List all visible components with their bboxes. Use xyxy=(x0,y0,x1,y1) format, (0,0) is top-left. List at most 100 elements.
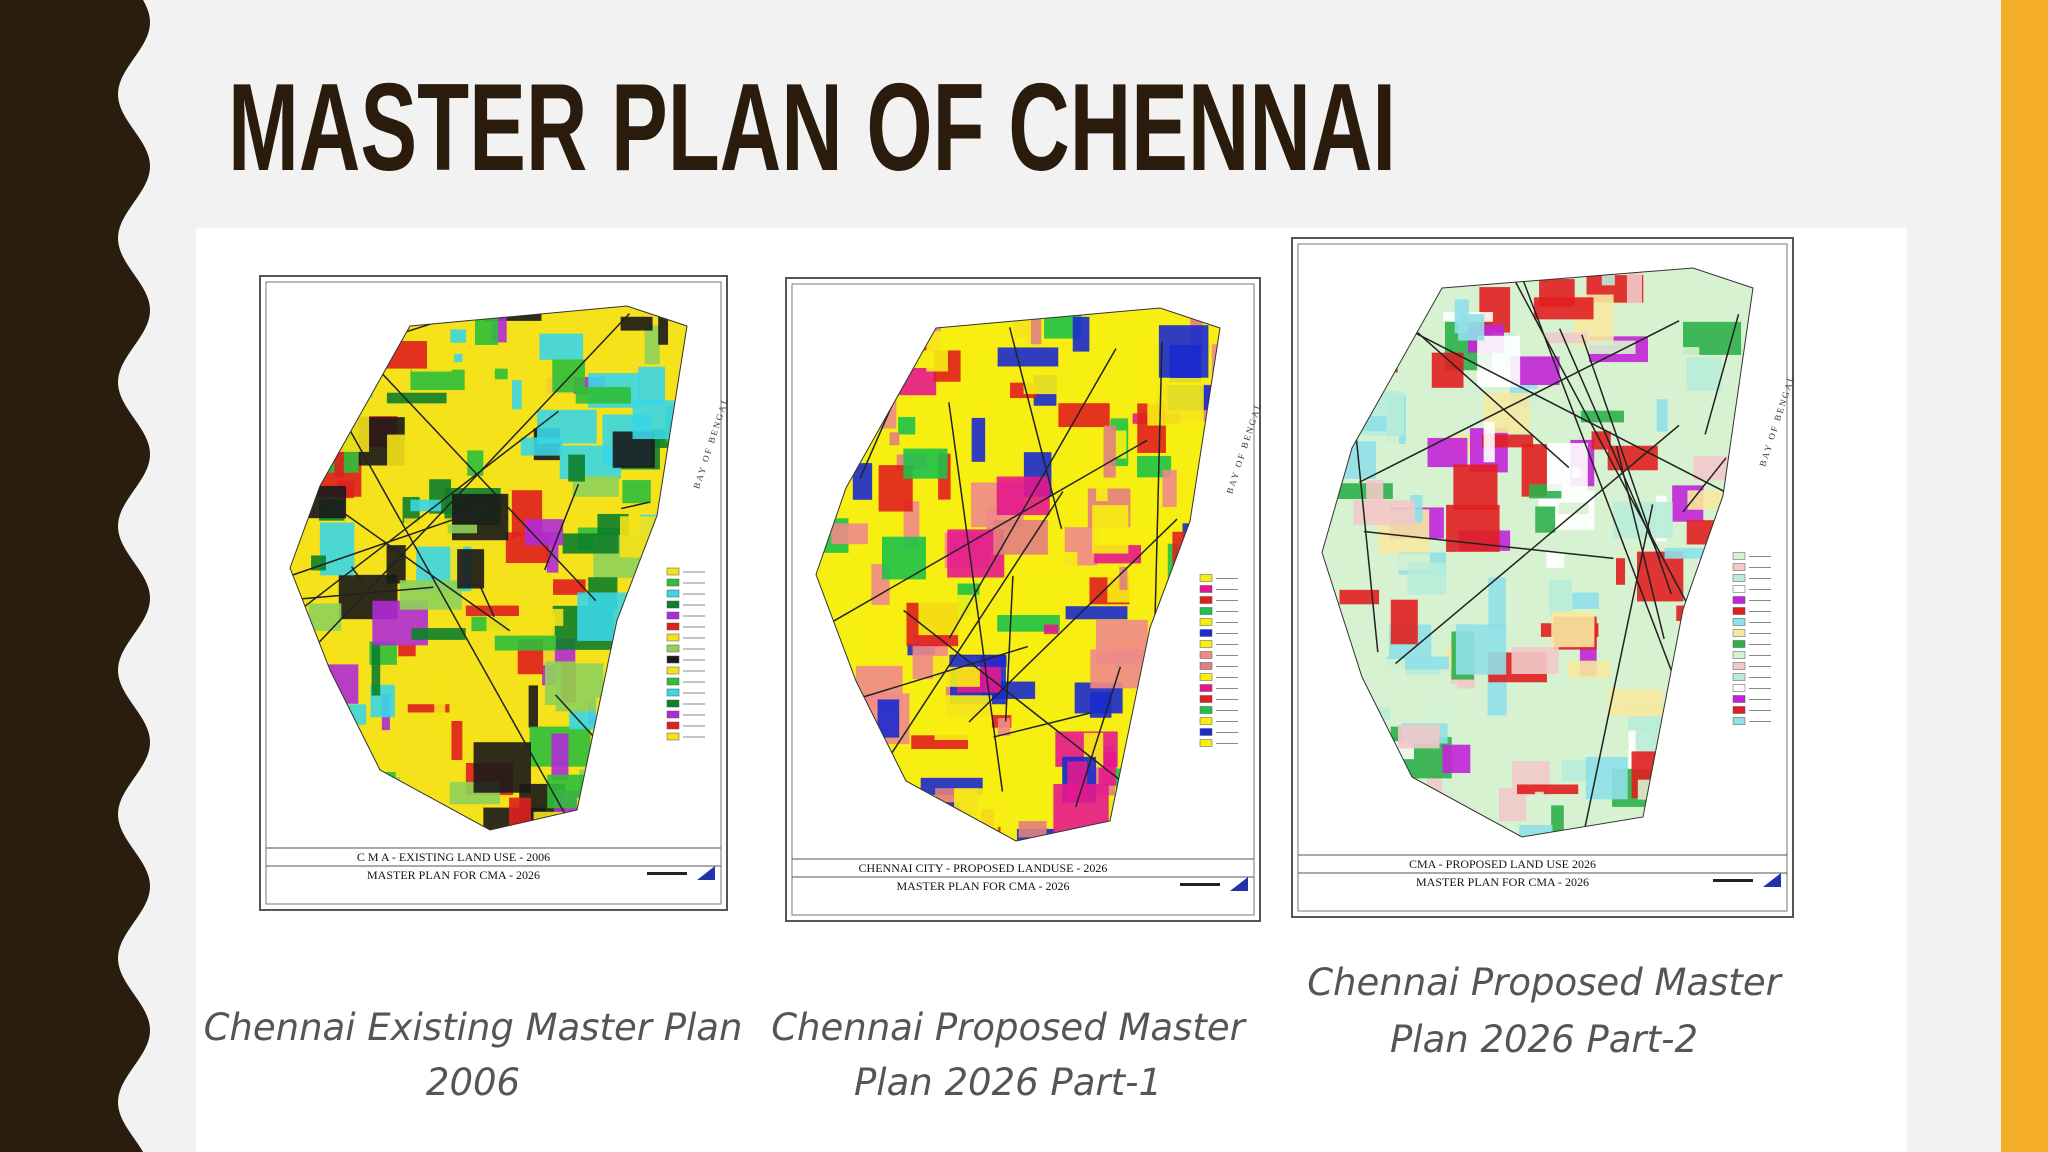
land-patch xyxy=(1334,483,1393,500)
land-patch xyxy=(551,733,569,780)
legend-swatch xyxy=(1199,585,1213,593)
legend-swatch xyxy=(1199,629,1213,637)
land-patch xyxy=(1442,744,1471,774)
road xyxy=(1584,504,1654,827)
land-patch xyxy=(1409,689,1460,726)
land-patch xyxy=(308,603,342,631)
land-patch xyxy=(407,704,450,713)
legend-swatch xyxy=(666,633,680,642)
caption: 2006 xyxy=(426,1061,520,1104)
land-patch xyxy=(1103,425,1116,478)
road xyxy=(816,439,1148,632)
land-patch xyxy=(528,685,539,728)
land-outline xyxy=(815,307,1221,842)
land-patch xyxy=(1368,658,1405,708)
legend-swatch xyxy=(666,644,680,653)
legend-swatch xyxy=(666,578,680,587)
land-patch xyxy=(1458,314,1485,341)
land-patch xyxy=(334,431,344,478)
legend-swatch xyxy=(1732,717,1746,725)
land-patch xyxy=(620,316,653,331)
legend-swatch xyxy=(1732,695,1746,703)
road xyxy=(1395,424,1680,665)
land-patch xyxy=(1664,547,1712,559)
land-patch xyxy=(1568,660,1611,679)
legend-swatch xyxy=(1732,629,1746,637)
land-patch xyxy=(1551,611,1595,648)
slide-title: MASTER PLAN OF CHENNAI xyxy=(228,59,1396,197)
road xyxy=(543,483,580,571)
land-patch xyxy=(1533,297,1594,320)
legend-swatch xyxy=(666,699,680,708)
land-patch xyxy=(658,311,669,345)
legend-swatch xyxy=(1199,618,1213,626)
land-patch xyxy=(1548,579,1572,616)
land-patch xyxy=(398,644,416,657)
land-patch xyxy=(1072,316,1090,352)
land-patch xyxy=(1483,421,1495,463)
land-patch xyxy=(903,448,948,479)
legend-swatch xyxy=(1732,574,1746,582)
legend-swatch xyxy=(1732,662,1746,670)
road xyxy=(316,493,511,632)
land-patch xyxy=(970,601,987,654)
land-patch xyxy=(1096,475,1108,502)
road xyxy=(1361,304,1726,493)
legend-swatch xyxy=(666,622,680,631)
land-patch xyxy=(1561,759,1590,782)
land-patch xyxy=(971,417,986,462)
land-patch xyxy=(1405,664,1441,676)
land-patch xyxy=(545,661,576,706)
legend-swatch xyxy=(666,611,680,620)
legend-swatch xyxy=(1199,706,1213,714)
land-patch xyxy=(411,628,466,640)
land-patch xyxy=(410,369,465,391)
land-patch xyxy=(1535,506,1556,533)
caption: Chennai Existing Master Plan xyxy=(204,1006,743,1049)
land-patch xyxy=(1656,399,1668,432)
land-patch xyxy=(986,506,997,552)
land-patch xyxy=(1090,649,1145,689)
legend-swatch xyxy=(1199,695,1213,703)
road xyxy=(301,410,559,610)
road xyxy=(621,501,650,510)
caption: Chennai Proposed Master xyxy=(771,1006,1247,1049)
legend-swatch xyxy=(666,710,680,719)
land-patch xyxy=(903,501,920,548)
land-patch xyxy=(1511,646,1559,675)
right-accent xyxy=(2001,0,2048,1152)
land-patch xyxy=(494,635,557,651)
legend-swatch xyxy=(1199,717,1213,725)
land-patch xyxy=(387,434,415,473)
legend-swatch xyxy=(1199,684,1213,692)
land-patch xyxy=(1065,606,1128,620)
legend-swatch xyxy=(666,688,680,697)
legend-swatch xyxy=(1732,684,1746,692)
land-patch xyxy=(949,654,1007,667)
land-patch xyxy=(1516,784,1579,795)
land-patch xyxy=(1398,724,1440,749)
legend-swatch xyxy=(1732,563,1746,571)
land-patch xyxy=(1028,551,1078,575)
legend-swatch xyxy=(1199,651,1213,659)
land-patch xyxy=(1017,709,1033,736)
legend-swatch xyxy=(666,567,680,576)
land-patch xyxy=(434,672,446,715)
road xyxy=(1075,666,1122,808)
legend-swatch xyxy=(666,666,680,675)
road xyxy=(1515,281,1705,637)
land-patch xyxy=(1092,505,1129,554)
land-patch xyxy=(460,345,482,384)
legend-swatch xyxy=(1732,618,1746,626)
road xyxy=(948,402,1004,792)
land-patch xyxy=(898,416,916,435)
legend-swatch xyxy=(1199,640,1213,648)
legend-swatch xyxy=(1199,596,1213,604)
land-patch xyxy=(1545,332,1588,344)
land-patch xyxy=(1018,821,1047,838)
map-inner-frame xyxy=(1297,243,1788,912)
land-patch xyxy=(638,366,665,406)
land-patch xyxy=(473,742,531,793)
